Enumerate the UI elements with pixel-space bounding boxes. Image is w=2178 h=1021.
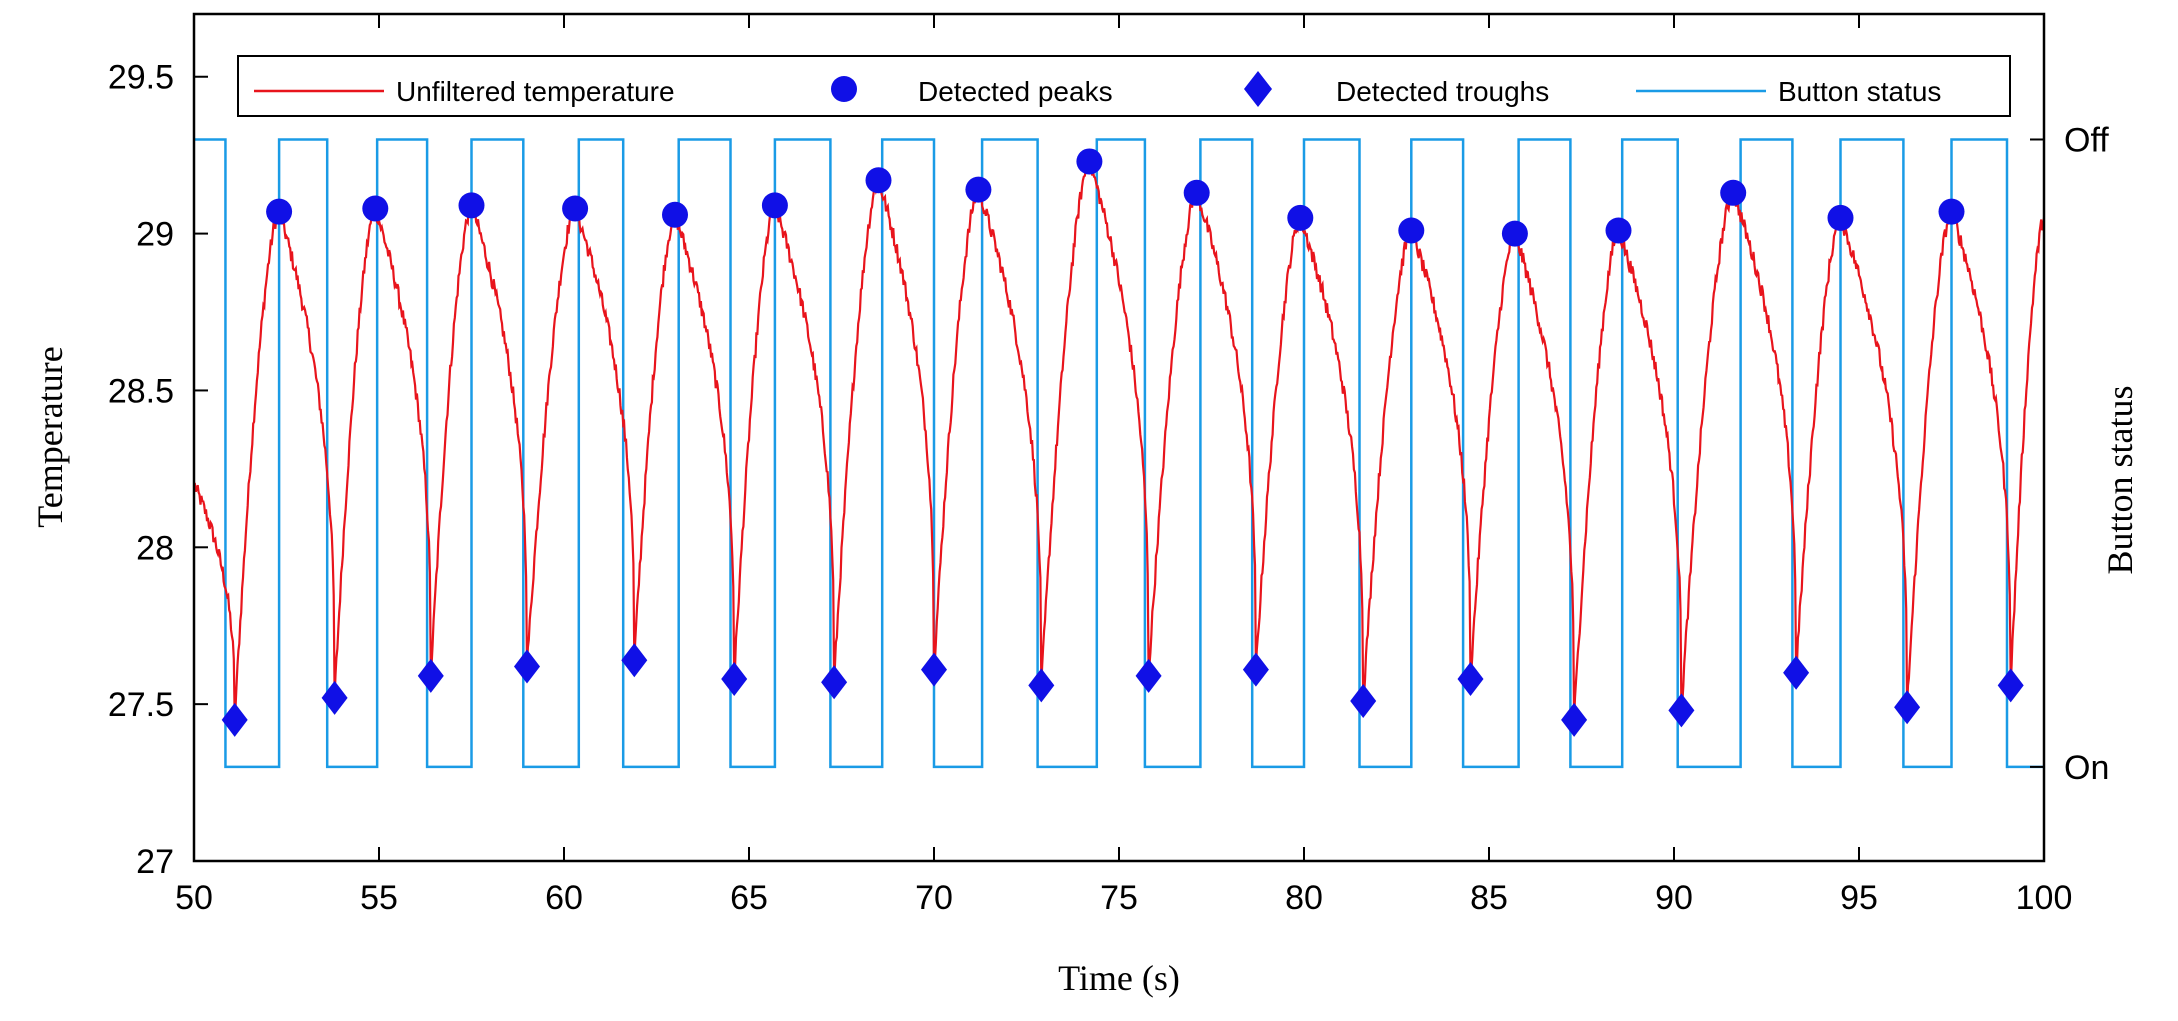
trough-marker [1457,662,1484,697]
x-tick-label: 60 [545,879,583,917]
trough-marker [1135,658,1162,693]
trough-marker [1350,684,1377,719]
x-tick-label: 100 [2016,879,2073,917]
x-axis-title: Time (s) [1058,958,1180,998]
trough-marker [1028,668,1055,703]
x-tick-label: 55 [360,879,398,917]
peak-marker [458,192,485,219]
x-axis: 50 55 60 65 70 75 80 85 90 95 100 [175,14,2072,917]
legend-peaks-swatch [831,76,857,102]
legend-button-label: Button status [1778,76,1941,107]
legend-box [237,55,2011,117]
peak-marker [1398,217,1425,244]
peak-marker [1501,220,1528,247]
y-tick-label: 29 [136,216,174,254]
peak-marker [1076,148,1103,175]
y-tick-label: 27.5 [108,686,174,724]
trough-marker [921,652,947,687]
y-axis-title: Temperature [30,346,70,527]
peak-marker [1938,198,1965,225]
peak-marker [865,167,892,194]
peak-marker [1183,179,1210,206]
x-tick-label: 70 [915,879,953,917]
legend-temperature-label: Unfiltered temperature [396,76,675,107]
x-tick-label: 80 [1285,879,1323,917]
peak-marker [1827,204,1854,231]
trough-marker [721,662,748,697]
trough-marker [221,702,248,737]
x-tick-label: 75 [1100,879,1138,917]
trough-marker [1242,652,1269,687]
trough-marker [1894,690,1921,725]
y-axis: 27 27.5 28 28.5 29 29.5 [108,59,208,881]
peak-marker [662,201,688,228]
y-tick-label: 28.5 [108,372,174,410]
trough-marker [1561,702,1588,737]
peak-marker [761,192,788,219]
y2-tick-label: Off [2064,121,2109,159]
legend: Unfiltered temperature Detected peaks De… [237,55,2011,117]
trough-marker [621,643,648,678]
y2-axis-title: Button status [2100,385,2140,574]
y-tick-label: 29.5 [108,59,174,97]
legend-troughs-swatch [1244,71,1272,107]
y-tick-label: 28 [136,529,174,567]
trough-marker [514,649,540,684]
button-status-line [194,138,2044,769]
trough-marker [417,658,444,693]
legend-troughs-label: Detected troughs [1336,76,1549,107]
x-tick-label: 85 [1470,879,1508,917]
peak-marker [362,195,389,222]
peak-marker [1720,179,1747,206]
legend-peaks-label: Detected peaks [918,76,1113,107]
x-tick-label: 50 [175,879,213,917]
trough-marker [1668,693,1695,728]
peak-marker [266,198,293,225]
x-tick-label: 65 [730,879,768,917]
peak-marker [1605,217,1632,244]
trough-marker [1783,655,1810,690]
y2-axis: Off On [2030,121,2109,787]
x-tick-label: 90 [1655,879,1693,917]
trough-marker [321,680,348,715]
peak-marker [1287,204,1314,231]
y-tick-label: 27 [136,843,174,881]
x-tick-label: 95 [1840,879,1878,917]
peak-marker [965,176,992,203]
y2-tick-label: On [2064,749,2109,787]
trough-marker [821,665,848,700]
peak-marker [562,195,589,222]
trough-marker [1997,668,2024,703]
